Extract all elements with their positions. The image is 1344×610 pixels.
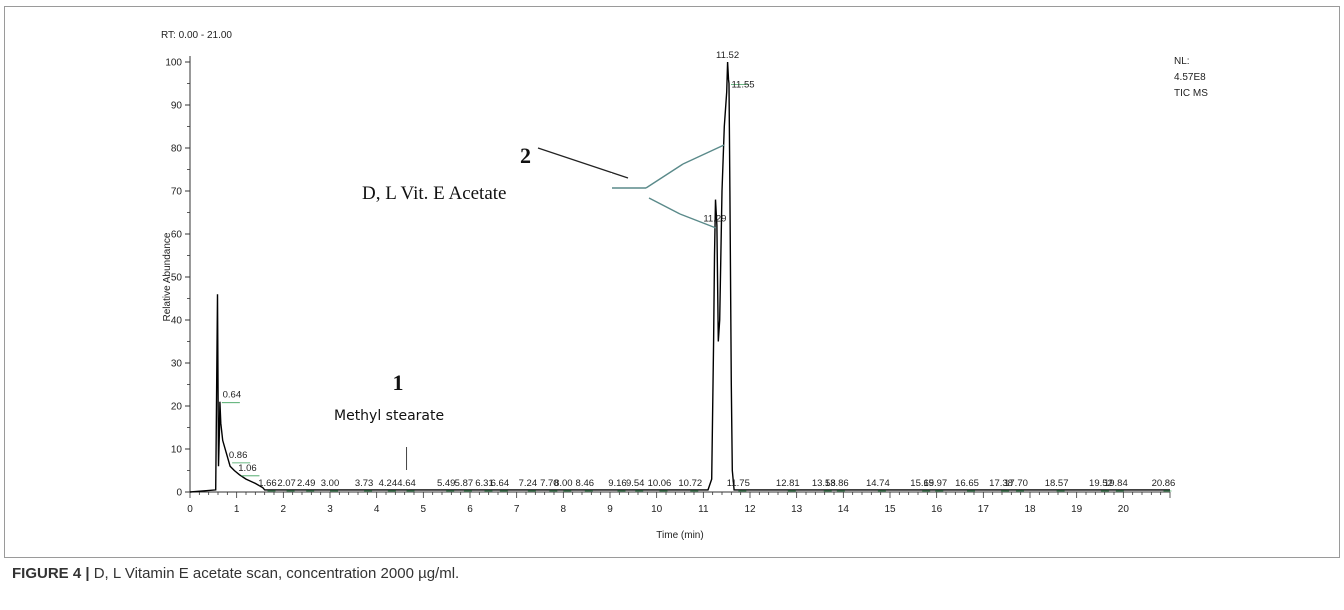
nl-value: 4.57E8: [1174, 72, 1206, 83]
x-tick-label: 5: [421, 504, 427, 515]
annotation-2-number-pointer: [537, 147, 629, 179]
peak-label: 8.46: [576, 478, 595, 489]
scan-type-label: TIC MS: [1174, 88, 1208, 99]
peak-label: 4.24: [379, 478, 398, 489]
chromatogram-trace: [189, 61, 1170, 493]
annotation-2-branch-lower: [648, 197, 681, 215]
peak-label: 11.75: [727, 478, 750, 489]
caption-label: FIGURE 4 |: [12, 565, 90, 582]
x-tick-label: 12: [744, 504, 756, 515]
peak-label: 1.66: [258, 478, 277, 489]
x-tick-label: 15: [884, 504, 896, 515]
chromatogram-chart: RT: 0.00 - 21.00 NL: 4.57E8 TIC MS 01020…: [161, 30, 1208, 541]
peak-label: 7.70: [540, 478, 559, 489]
peak-label: 15.97: [923, 478, 947, 489]
x-tick-label: 2: [281, 504, 287, 515]
peak-label: 10.06: [648, 478, 672, 489]
y-tick-label: 100: [165, 58, 182, 69]
x-tick-label: 0: [187, 504, 193, 515]
peak-label: 19.84: [1104, 478, 1128, 489]
x-axis-label: Time (min): [656, 530, 703, 541]
y-axis-label: Relative Abundance: [162, 232, 173, 321]
peak-label: 6.64: [491, 478, 510, 489]
annotation-2-box: [354, 173, 612, 209]
annotations-group: 1 Methyl stearate 2 D, L Vit. E Acetate: [326, 143, 725, 470]
peak-label: 2.49: [297, 478, 316, 489]
annotation-2-label: D, L Vit. E Acetate: [362, 183, 507, 204]
annotation-1-box: [326, 400, 510, 428]
peak-label: 7.24: [519, 478, 538, 489]
y-tick-label: 60: [171, 230, 183, 241]
x-tick-label: 13: [791, 504, 803, 515]
peak-label: 4.64: [397, 478, 416, 489]
peak-label: 9.54: [626, 478, 645, 489]
peak-label: 14.74: [866, 478, 890, 489]
peak-label: 11.52: [716, 50, 739, 61]
peak-label: 5.87: [455, 478, 474, 489]
peak-label: 11.29: [703, 213, 726, 224]
x-tick-label: 3: [327, 504, 333, 515]
x-tick-label: 17: [978, 504, 990, 515]
y-tick-label: 70: [171, 187, 183, 198]
y-tick-label: 0: [176, 488, 182, 499]
peak-label: 9.16: [608, 478, 627, 489]
x-tick-label: 14: [838, 504, 850, 515]
x-tick-label: 8: [561, 504, 567, 515]
peak-label: 10.72: [678, 478, 702, 489]
peak-label: 5.49: [437, 478, 456, 489]
annotation-2-number: 2: [520, 143, 531, 168]
peak-label: 18.57: [1045, 478, 1069, 489]
peak-label: 2.07: [277, 478, 296, 489]
peak-label: 13.58: [812, 478, 836, 489]
peak-label: 0.64: [223, 390, 242, 401]
x-tick-label: 10: [651, 504, 663, 515]
peak-label: 20.86: [1152, 478, 1176, 489]
peak-label: 6.31: [475, 478, 494, 489]
peak-label: 8.00: [554, 478, 573, 489]
peak-label: 3.73: [355, 478, 374, 489]
y-tick-label: 90: [171, 101, 183, 112]
x-tick-label: 4: [374, 504, 380, 515]
peak-label: 15.69: [910, 478, 934, 489]
trace-group: [189, 61, 1170, 493]
x-tick-label: 18: [1024, 504, 1036, 515]
nl-label: NL:: [1174, 56, 1190, 67]
peak-label: 13.86: [825, 478, 849, 489]
peak-labels-group: 0.64 0.86 1.061.66 2.07 2.49 3.00 3.73 4.24 4.64…: [221, 50, 1176, 492]
x-tick-label: 6: [467, 504, 473, 515]
peak-label: 19.52: [1089, 478, 1113, 489]
peak-label: 0.86: [229, 450, 248, 461]
figure-caption: FIGURE 4 | D, L Vitamin E acetate scan, …: [12, 565, 459, 582]
y-tick-label: 10: [171, 445, 183, 456]
x-tick-label: 11: [698, 504, 709, 515]
peak-label: 1.06: [238, 463, 257, 474]
x-tick-label: 1: [234, 504, 240, 515]
peak-label: 16.65: [955, 478, 979, 489]
peak-label: 17.70: [1004, 478, 1028, 489]
annotation-2-branch-upper: [645, 163, 684, 189]
annotation-1-number: 1: [393, 370, 404, 395]
annotation-1-label: Methyl stearate: [334, 408, 444, 424]
y-tick-label: 20: [171, 402, 183, 413]
x-tick-label: 16: [931, 504, 943, 515]
y-tick-label: 80: [171, 144, 183, 155]
annotation-2-branch-upper-end: [682, 144, 725, 165]
peak-label: 11.55: [731, 80, 754, 91]
x-tick-label: 9: [607, 504, 613, 515]
caption-text: D, L Vitamin E acetate scan, concentrati…: [89, 565, 460, 582]
peak-label: 17.38: [989, 478, 1013, 489]
x-tick-label: 20: [1118, 504, 1130, 515]
figure-frame: [4, 6, 1340, 558]
peak-label: 3.00: [321, 478, 340, 489]
y-tick-label: 50: [171, 273, 183, 284]
annotation-2-branch-lower-end: [679, 213, 717, 229]
y-tick-label: 40: [171, 316, 183, 327]
rt-range-label: RT: 0.00 - 21.00: [161, 30, 232, 41]
peak-label: 12.81: [776, 478, 800, 489]
y-tick-label: 30: [171, 359, 183, 370]
x-tick-label: 19: [1071, 504, 1083, 515]
x-tick-label: 7: [514, 504, 520, 515]
